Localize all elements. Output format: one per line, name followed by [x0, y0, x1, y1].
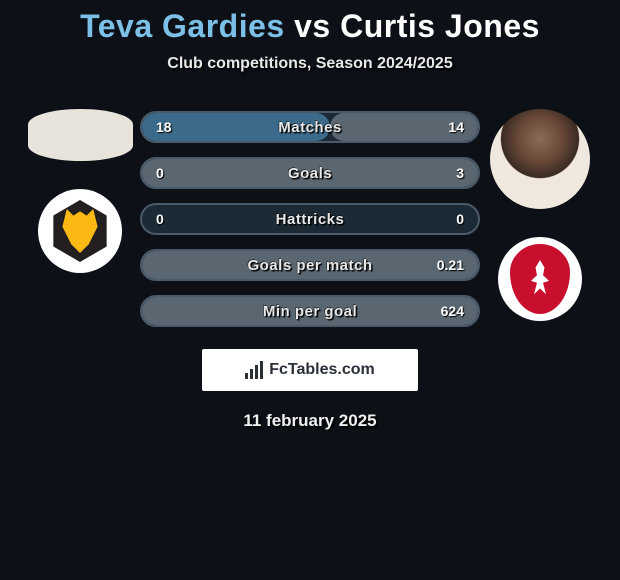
stat-bar: 0 Hattricks 0 [140, 203, 480, 235]
infographic-root: Teva Gardies vs Curtis Jones Club compet… [0, 0, 620, 431]
stat-bars: 18 Matches 14 0 Goals 3 0 Hattricks 0 Goals per m… [140, 101, 480, 327]
wolves-hexagon-icon [49, 200, 111, 262]
player-b-club-logo [498, 237, 582, 321]
stat-value-b: 0 [456, 211, 464, 227]
stat-label: Min per goal [263, 303, 357, 320]
stat-bar: 0 Goals 3 [140, 157, 480, 189]
lfc-shield-icon [510, 244, 570, 314]
player-b-photo [490, 109, 590, 209]
headline: Teva Gardies vs Curtis Jones [0, 8, 620, 45]
player-a-club-logo [38, 189, 122, 273]
player-b-column [480, 101, 600, 327]
player-a-photo [28, 109, 133, 161]
stat-value-a: 0 [156, 165, 164, 181]
stat-label: Matches [278, 119, 342, 136]
comparison-panel: 18 Matches 14 0 Goals 3 0 Hattricks 0 Goals per m… [0, 101, 620, 327]
stat-label: Goals [288, 165, 332, 182]
brand-badge: FcTables.com [202, 349, 418, 391]
stat-bar: Min per goal 624 [140, 295, 480, 327]
player-a-name: Teva Gardies [80, 8, 285, 44]
stat-bar: Goals per match 0.21 [140, 249, 480, 281]
stat-value-a: 18 [156, 119, 172, 135]
stat-value-b: 14 [448, 119, 464, 135]
stat-value-b: 0.21 [437, 257, 464, 273]
brand-chart-icon [245, 361, 263, 379]
wolves-head-icon [58, 209, 102, 253]
stat-label: Goals per match [247, 257, 372, 274]
player-b-name: Curtis Jones [340, 8, 540, 44]
vs-separator: vs [294, 8, 331, 44]
stat-value-b: 3 [456, 165, 464, 181]
stat-value-a: 0 [156, 211, 164, 227]
footer-date: 11 february 2025 [0, 411, 620, 431]
stat-label: Hattricks [276, 211, 345, 228]
brand-text: FcTables.com [269, 361, 375, 379]
subtitle: Club competitions, Season 2024/2025 [0, 55, 620, 73]
player-a-column [20, 101, 140, 327]
stat-value-b: 624 [441, 303, 464, 319]
lfc-liverbird-icon [525, 260, 555, 298]
stat-bar: 18 Matches 14 [140, 111, 480, 143]
